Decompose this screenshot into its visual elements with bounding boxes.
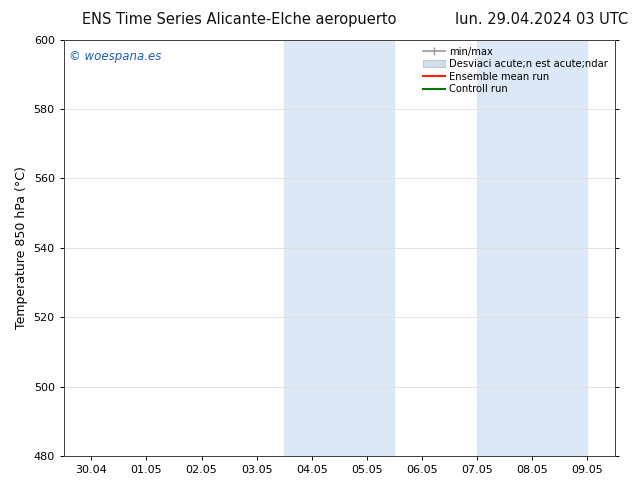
Bar <box>477 40 587 456</box>
Y-axis label: Temperature 850 hPa (°C): Temperature 850 hPa (°C) <box>15 166 28 329</box>
Text: ENS Time Series Alicante-Elche aeropuerto: ENS Time Series Alicante-Elche aeropuert… <box>82 12 397 27</box>
Text: © woespana.es: © woespana.es <box>69 50 162 63</box>
Text: lun. 29.04.2024 03 UTC: lun. 29.04.2024 03 UTC <box>455 12 628 27</box>
Legend: min/max, Desviaci acute;n est acute;ndar, Ensemble mean run, Controll run: min/max, Desviaci acute;n est acute;ndar… <box>421 45 610 96</box>
Bar <box>284 40 394 456</box>
